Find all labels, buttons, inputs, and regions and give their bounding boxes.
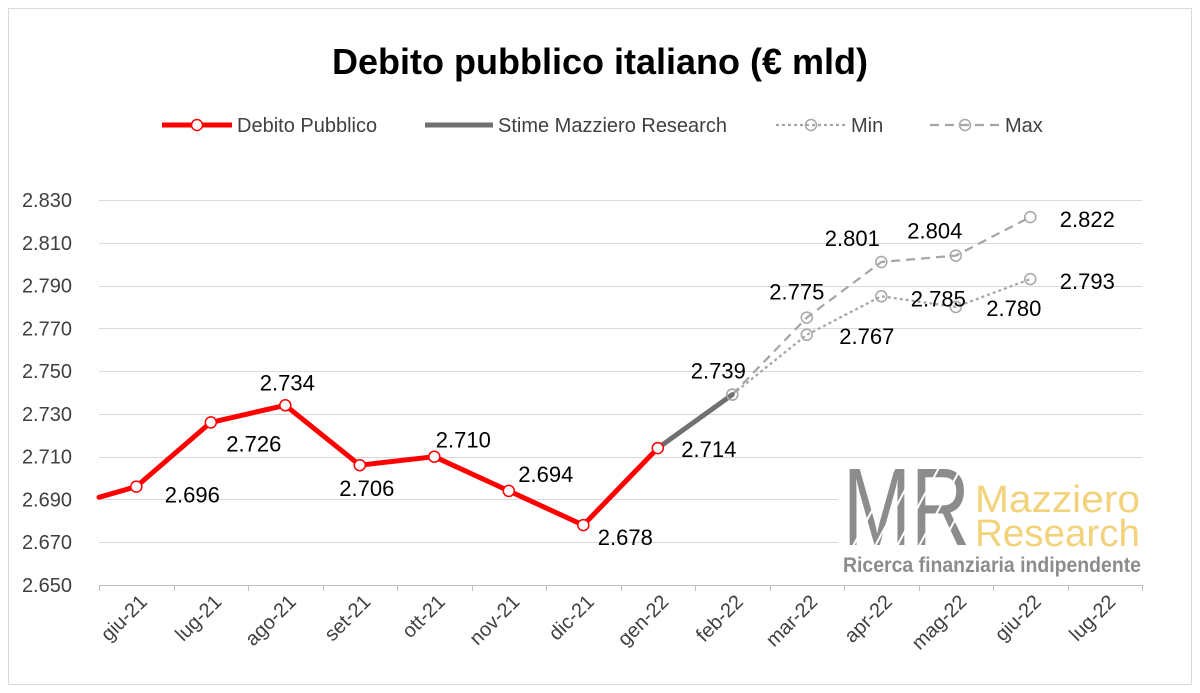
data-point-marker [800, 311, 814, 324]
data-point-marker [875, 255, 888, 269]
data-label: 2.706 [339, 476, 394, 501]
legend-label-max: Max [1005, 115, 1043, 137]
legend-item-max: Max [930, 115, 1043, 137]
y-tick-label: 2.710 [22, 447, 72, 469]
data-point-marker [875, 290, 888, 303]
legend-label-stime-mazziero-research: Stime Mazziero Research [498, 115, 727, 137]
data-label: 2.726 [226, 431, 281, 456]
legend-item-min: Min [776, 115, 883, 137]
logo: MR Mazziero Research Ricerca finanziaria… [838, 446, 1142, 580]
logo-tagline: Ricerca finanziaria indipendente [843, 554, 1141, 577]
data-label: 2.775 [769, 280, 824, 305]
logo-stripes [851, 461, 971, 549]
y-tick-label: 2.730 [22, 404, 72, 426]
data-label: 2.710 [436, 428, 491, 453]
data-label: 2.714 [681, 437, 736, 462]
data-label: 2.793 [1060, 269, 1115, 294]
data-point-marker [279, 399, 292, 412]
y-tick-label: 2.750 [22, 361, 72, 383]
legend-marker-min [804, 118, 818, 132]
legend-label-min: Min [851, 115, 883, 137]
y-tick-label: 2.670 [22, 532, 72, 554]
legend-item-stime-mazziero-research: Stime Mazziero Research [425, 115, 727, 137]
data-label: 2.801 [825, 226, 880, 251]
legend-marker-debito-pubblico [190, 118, 204, 132]
y-tick-label: 2.690 [22, 489, 72, 511]
y-tick-label: 2.650 [22, 575, 72, 597]
data-point-marker [577, 518, 590, 532]
data-point-marker [949, 249, 963, 262]
data-label: 2.694 [518, 462, 573, 487]
data-point-marker [204, 416, 218, 429]
data-point-marker [651, 441, 665, 455]
data-point-marker [428, 450, 441, 463]
data-point-marker [1024, 210, 1037, 224]
data-point-marker [353, 458, 367, 472]
legend-label-debito-pubblico: Debito Pubblico [237, 115, 377, 137]
logo-name-line2: Research [975, 513, 1140, 555]
y-tick-label: 2.790 [22, 276, 72, 298]
data-label: 2.780 [986, 296, 1041, 321]
chart-border [8, 8, 1192, 685]
legend-marker-max [958, 118, 972, 132]
data-label: 2.678 [598, 525, 653, 550]
y-tick-label: 2.770 [22, 318, 72, 340]
data-point-marker [1024, 272, 1037, 286]
legend: Debito Pubblico Stime Mazziero Research … [162, 115, 1043, 137]
legend-item-debito-pubblico: Debito Pubblico [162, 115, 377, 137]
data-point-marker [130, 480, 143, 493]
data-label: 2.734 [260, 370, 315, 395]
data-label: 2.822 [1060, 207, 1115, 232]
data-point-markers [130, 210, 1037, 532]
y-tick-label: 2.810 [22, 233, 72, 255]
series-line-stime-mazziero-research [655, 392, 735, 451]
data-point-marker [949, 300, 963, 314]
data-label: 2.696 [165, 483, 220, 508]
data-label: 2.804 [907, 219, 962, 244]
data-point-marker [502, 484, 516, 498]
series-line-max [731, 216, 1031, 396]
data-label: 2.767 [839, 324, 894, 349]
logo-mark: MR [843, 446, 970, 569]
chart-title: Debito pubblico italiano (€ mld) [332, 41, 868, 82]
data-label: 2.785 [911, 286, 966, 311]
data-point-marker [800, 328, 814, 342]
data-point-marker [726, 388, 739, 401]
data-label: 2.739 [691, 359, 746, 384]
logo-name-line1: Mazziero [975, 479, 1140, 521]
y-tick-label: 2.830 [22, 190, 72, 212]
data-labels: 2.696 2.726 2.734 2.706 2.710 2.694 2.678 2.714… [165, 207, 1115, 550]
